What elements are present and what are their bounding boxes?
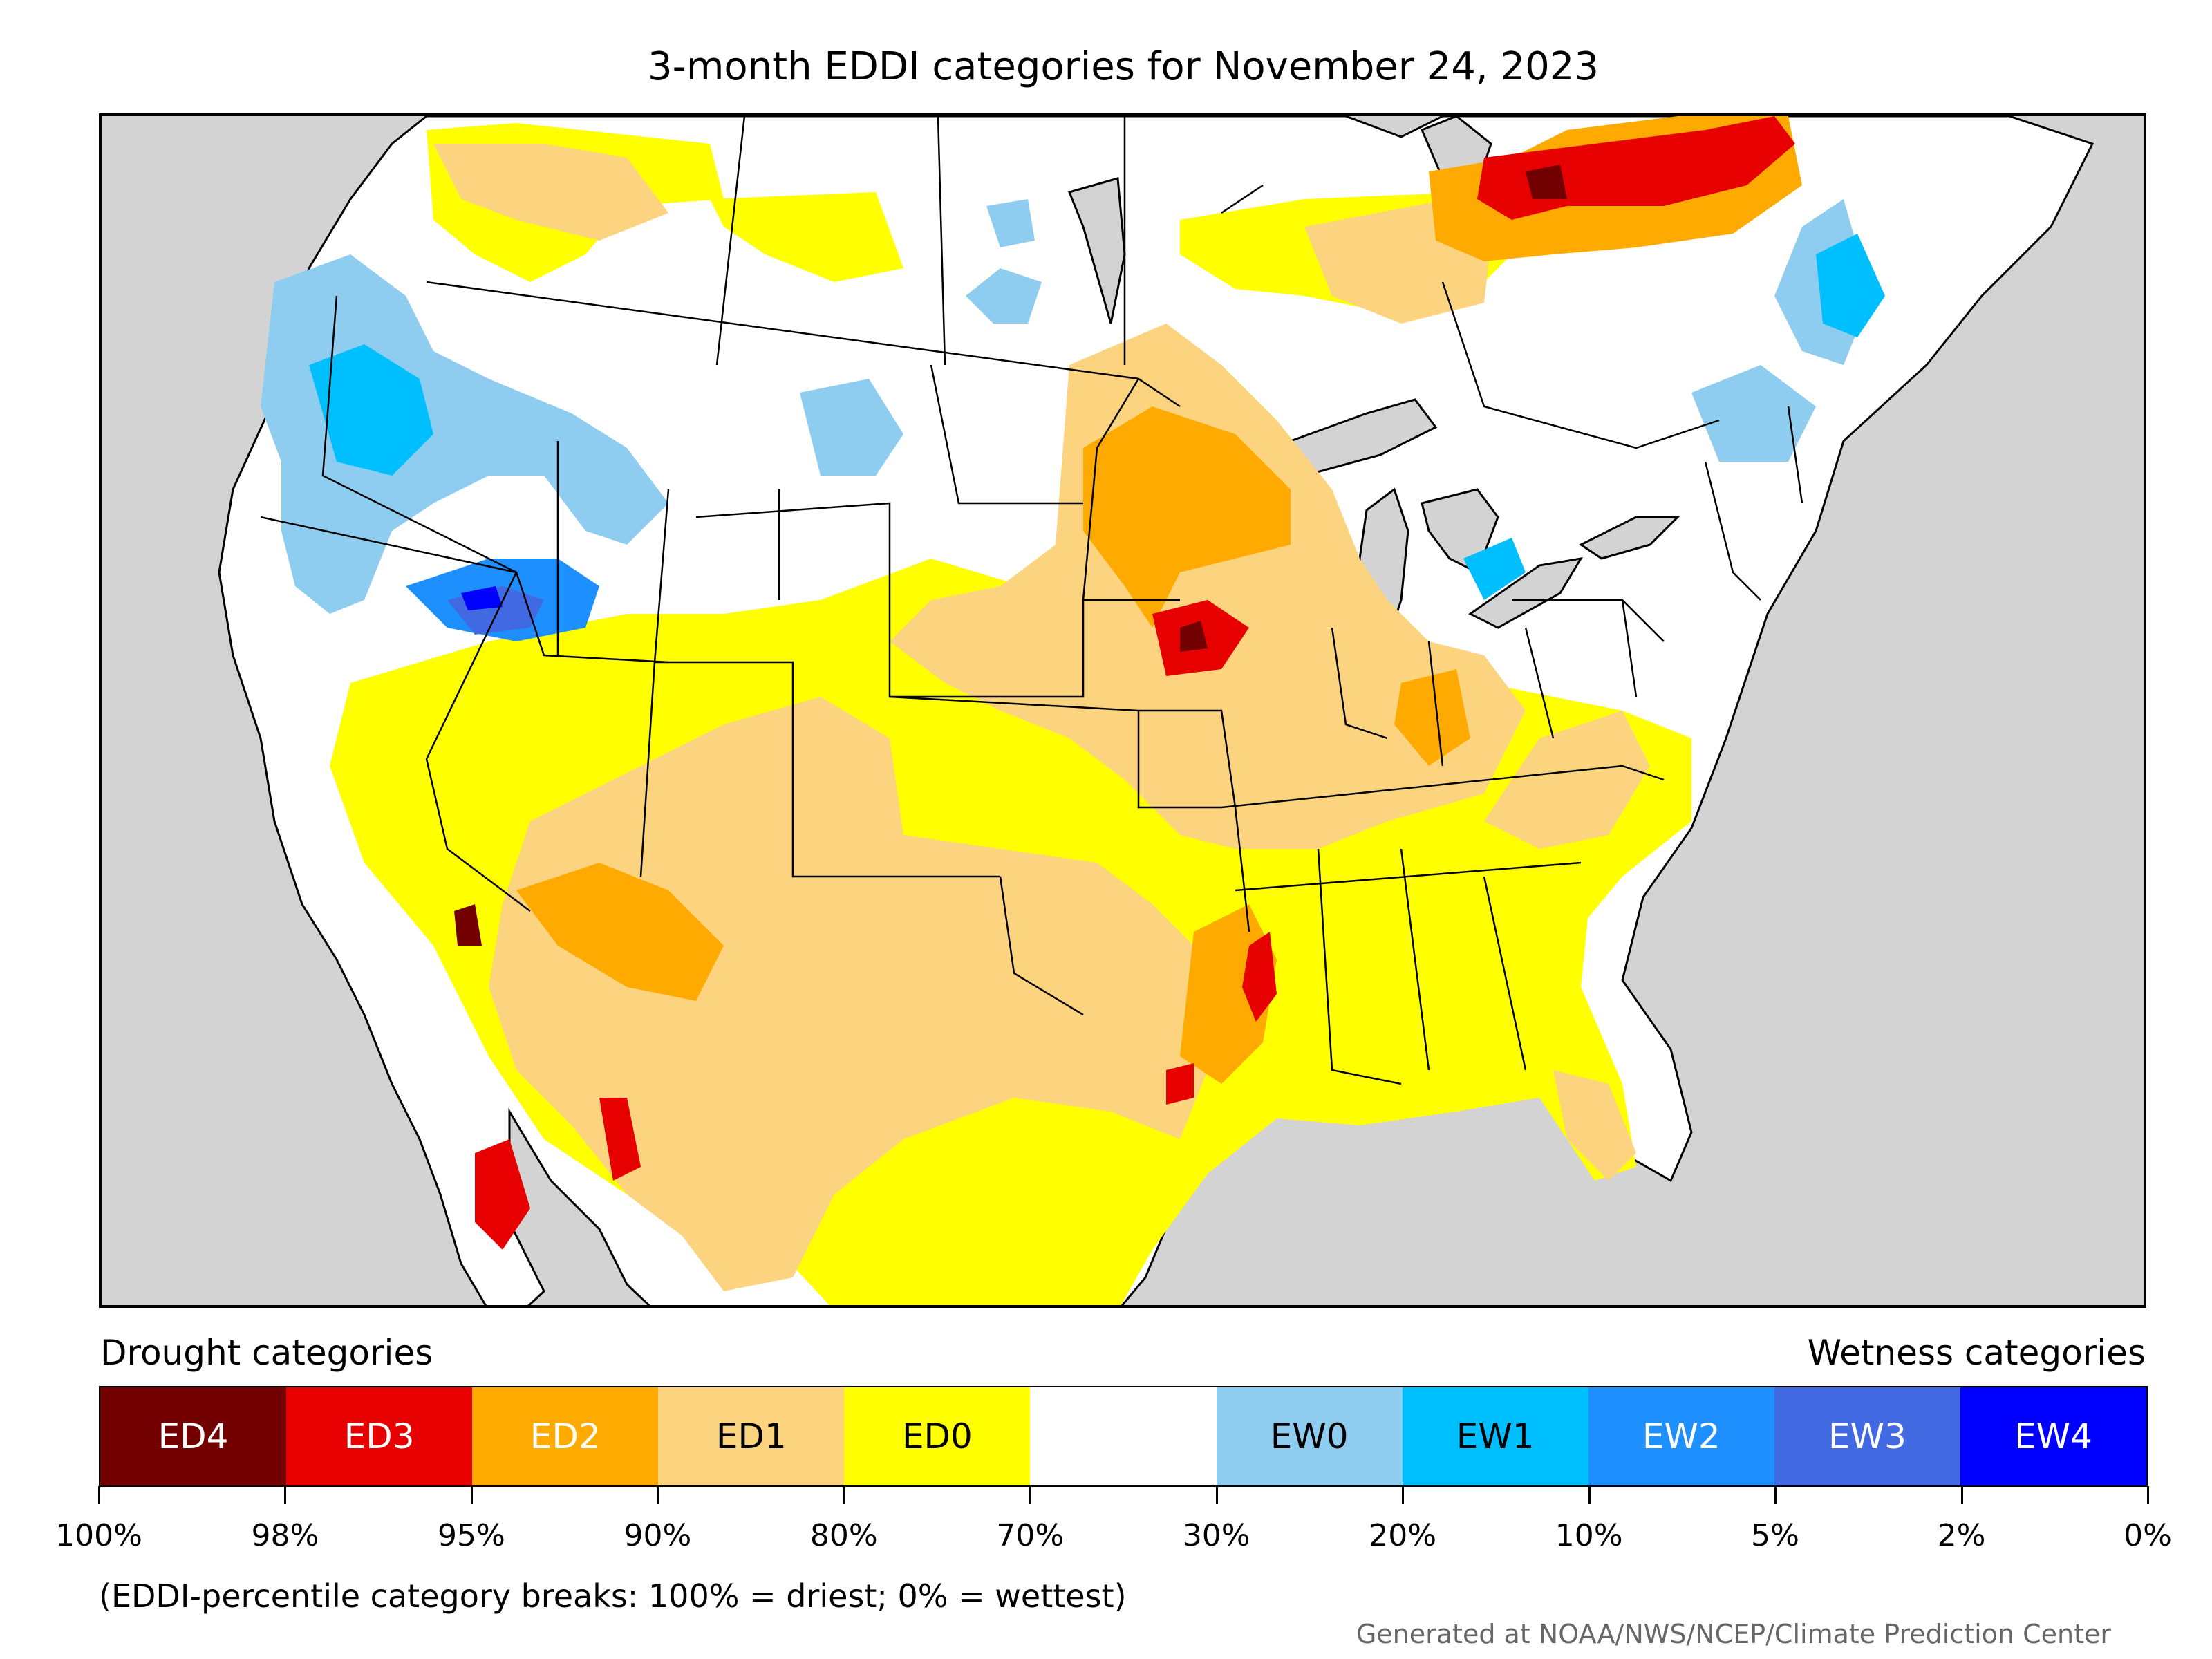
eddi-map [99, 113, 2146, 1308]
legend-cell-ed2: ED2 [472, 1387, 659, 1485]
legend-tick [1029, 1486, 1032, 1504]
legend-cell-ed4: ED4 [100, 1387, 287, 1485]
legend-tick [657, 1486, 659, 1504]
legend-tick [1960, 1486, 1963, 1504]
legend-tick-label: 5% [1751, 1518, 1799, 1553]
legend-tick-label: 2% [1937, 1518, 1986, 1553]
category-legend: ED4 ED3 ED2 ED1 ED0 EW0 EW1 EW2 EW3 EW4 [99, 1386, 2148, 1487]
legend-cell-ew1: EW1 [1402, 1387, 1588, 1485]
legend-tick-label: 30% [1182, 1518, 1250, 1553]
legend-tick-label: 0% [2124, 1518, 2172, 1553]
legend-tick [470, 1486, 473, 1504]
credit-line: Generated at NOAA/NWS/NCEP/Climate Predi… [1356, 1619, 2111, 1649]
drought-categories-heading: Drought categories [100, 1333, 433, 1373]
map-title: 3-month EDDI categories for November 24,… [648, 44, 1599, 89]
legend-tick [98, 1486, 100, 1504]
legend-tick [1588, 1486, 1591, 1504]
legend-cell-ed1: ED1 [658, 1387, 845, 1485]
wetness-categories-heading: Wetness categories [1807, 1333, 2146, 1373]
legend-tick [2147, 1486, 2149, 1504]
legend-tick-label: 90% [624, 1518, 692, 1553]
legend-cell-ew2: EW2 [1588, 1387, 1774, 1485]
category-patches [261, 116, 1885, 1305]
legend-tick [843, 1486, 845, 1504]
legend-tick-label: 100% [55, 1518, 142, 1553]
legend-tick [1215, 1486, 1218, 1504]
legend-tick-label: 20% [1369, 1518, 1437, 1553]
legend-tick [284, 1486, 287, 1504]
legend-cell-ew4: EW4 [1960, 1387, 2147, 1485]
legend-cell-ed3: ED3 [286, 1387, 473, 1485]
legend-tick-label: 80% [809, 1518, 878, 1553]
legend-tick [1774, 1486, 1777, 1504]
map-canvas [102, 116, 2144, 1305]
legend-cell-ed0: ED0 [844, 1387, 1031, 1485]
legend-cell-ew3: EW3 [1774, 1387, 1960, 1485]
legend-cell-none [1030, 1387, 1217, 1485]
legend-tick [1402, 1486, 1405, 1504]
political-boundaries [260, 116, 1803, 1085]
legend-tick-label: 10% [1555, 1518, 1623, 1553]
legend-tick-label: 70% [996, 1518, 1065, 1553]
legend-tick-label: 95% [438, 1518, 505, 1553]
legend-cell-ew0: EW0 [1216, 1387, 1403, 1485]
percentile-note: (EDDI-percentile category breaks: 100% =… [99, 1577, 1127, 1615]
legend-tick-label: 98% [251, 1518, 319, 1553]
